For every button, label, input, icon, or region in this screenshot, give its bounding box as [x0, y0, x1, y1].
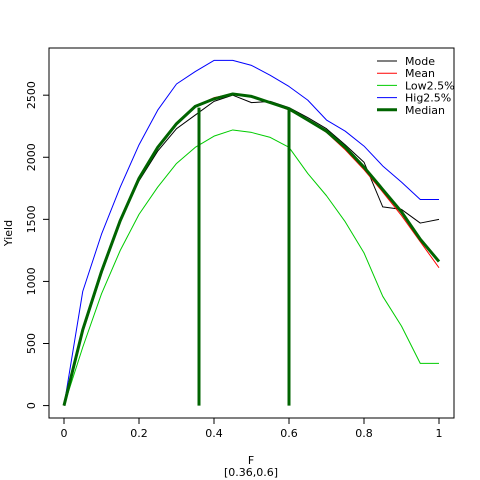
legend-entry: Hig2.5%: [405, 92, 451, 105]
y-tick-label: 1000: [25, 267, 38, 295]
x-tick-label: 0: [61, 427, 68, 440]
series-line-low2-5-: [63, 129, 439, 406]
y-tick-label: 2500: [25, 81, 38, 109]
y-axis-label: Yield: [2, 220, 15, 247]
x-tick-label: 0.6: [280, 427, 298, 440]
vline-layer: [197, 107, 291, 406]
y-tick-label: 1500: [25, 205, 38, 233]
legend-entry: Low2.5%: [405, 79, 455, 92]
x-axis-sublabel: [0.36,0.6]: [224, 466, 278, 479]
x-tick-label: 0.2: [130, 427, 148, 440]
series-line-hig2-5-: [63, 59, 439, 406]
legend-entry: Median: [405, 104, 445, 117]
y-axis: 0 500 1000 1500 2000 2500: [25, 81, 50, 409]
x-axis-label: F: [248, 454, 254, 467]
x-tick-label: 0.8: [355, 427, 373, 440]
legend-entry: Mode: [405, 55, 435, 68]
legend-entry: Mean: [405, 67, 435, 80]
series-layer: [62, 59, 441, 406]
plot-frame: [48, 47, 455, 419]
x-tick-label: 1: [436, 427, 443, 440]
y-tick-label: 0: [25, 402, 38, 409]
y-tick-label: 500: [25, 333, 38, 354]
x-axis: 0 0.2 0.4 0.6 0.8 1: [61, 417, 443, 440]
y-tick-label: 2000: [25, 143, 38, 171]
x-tick-label: 0.4: [205, 427, 223, 440]
series-line-median: [62, 92, 441, 406]
